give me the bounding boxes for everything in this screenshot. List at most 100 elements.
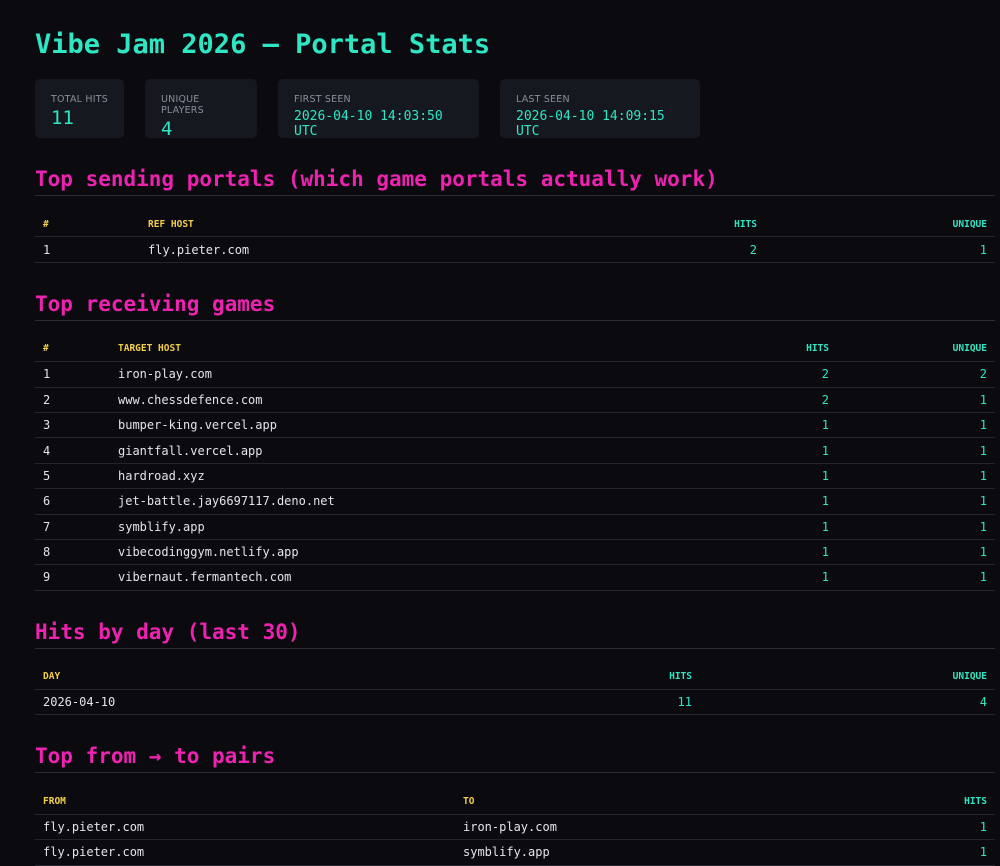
column-header: HITS [610,336,837,363]
table-row: 1 fly.pieter.com 2 1 [35,236,995,263]
table-cell: 2 [610,361,837,388]
table-cell: 1 [837,463,995,490]
column-header: FROM [35,789,455,815]
stat-value: 2026-04-10 14:03:50 UTC [294,109,443,139]
column-header: TARGET HOST [110,336,610,363]
table-cell: jet-battle.jay6697117.deno.net [110,488,610,515]
table-cell: 1 [837,539,995,566]
table-cell: symblify.app [455,839,855,866]
table-cell: bumper-king.vercel.app [110,412,610,439]
section: Top receiving games # TARGET HOST HITS UNIQU… [35,290,995,591]
column-header: REF HOST [140,212,540,238]
column-header: # [35,336,110,363]
column-header: DAY [35,664,435,691]
column-header: HITS [435,664,700,691]
table-cell: 5 [35,463,110,490]
table-row: 3 bumper-king.vercel.app 1 1 [35,412,995,439]
table-cell: 4 [35,437,110,464]
table-cell: fly.pieter.com [35,839,455,866]
table-cell: 9 [35,564,110,591]
section-heading: Hits by day (last 30) [35,618,995,649]
table-cell: 2 [540,236,765,263]
table-cell: 1 [610,463,837,490]
table-cell: 2 [610,387,837,413]
column-header: UNIQUE [837,336,995,363]
table-cell: iron-play.com [455,814,855,841]
data-table: FROM TO HITS fly.pieter.com iron-play.com 1 fl… [35,789,995,866]
table-cell: 6 [35,488,110,515]
section-heading: Top sending portals (which game portals … [35,165,995,196]
table-cell: 1 [837,437,995,464]
table-cell: 8 [35,539,110,566]
data-table: DAY HITS UNIQUE 2026-04-10 11 4 [35,664,995,716]
table-cell: 11 [435,689,700,716]
table-row: 8 vibecodinggym.netlify.app 1 1 [35,539,995,566]
table-cell: 1 [610,412,837,439]
header-row: # TARGET HOST HITS UNIQUE [35,336,995,363]
table-cell: 2026-04-10 [35,689,435,716]
column-header: UNIQUE [700,664,995,691]
table-row: 5 hardroad.xyz 1 1 [35,463,995,490]
table-cell: 1 [610,488,837,515]
table-cell: hardroad.xyz [110,463,610,490]
table-row: 9 vibernaut.fermantech.com 1 1 [35,564,995,591]
table-row: 1 iron-play.com 2 2 [35,361,995,388]
header-row: FROM TO HITS [35,789,995,815]
header-row: DAY HITS UNIQUE [35,664,995,691]
table-cell: 1 [35,361,110,388]
table-cell: vibernaut.fermantech.com [110,564,610,591]
section: Hits by day (last 30) DAY HITS UNIQUE 2026-0… [35,618,995,716]
stat-card: FIRST SEEN 2026-04-10 14:03:50 UTC [278,79,479,139]
table-row: 2 www.chessdefence.com 2 1 [35,387,995,413]
column-header: # [35,212,140,238]
table-cell: 3 [35,412,110,439]
sections: Top sending portals (which game portals … [35,165,995,866]
table-cell: 1 [837,412,995,439]
page-title: Vibe Jam 2026 — Portal Stats [35,29,491,60]
table-cell: 1 [610,437,837,464]
table-cell: 2 [837,361,995,388]
table-row: fly.pieter.com symblify.app 1 [35,839,995,866]
table-cell: 1 [837,564,995,591]
column-header: UNIQUE [765,212,995,238]
section-heading: Top receiving games [35,290,995,321]
table-cell: 4 [700,689,995,716]
table-cell: vibecodinggym.netlify.app [110,539,610,566]
header-row: # REF HOST HITS UNIQUE [35,212,995,238]
table-cell: 2 [35,387,110,413]
stat-value: 4 [161,118,173,140]
table-cell: iron-play.com [110,361,610,388]
table-cell: 1 [855,814,995,841]
column-header: HITS [540,212,765,238]
stat-card: LAST SEEN 2026-04-10 14:09:15 UTC [500,79,700,139]
column-header: TO [455,789,855,815]
stat-label: LAST SEEN [516,94,570,105]
table-cell: symblify.app [110,514,610,540]
table-row: 7 symblify.app 1 1 [35,514,995,540]
section: Top from → to pairs FROM TO HITS fly.pieter.… [35,742,995,866]
data-table: # REF HOST HITS UNIQUE 1 fly.pieter.com 2 1 [35,212,995,263]
stat-card: TOTAL HITS 11 [35,79,124,138]
stat-value: 2026-04-10 14:09:15 UTC [516,109,665,139]
column-header: HITS [855,789,995,815]
table-cell: 1 [610,514,837,540]
table-cell: 1 [855,839,995,866]
section: Top sending portals (which game portals … [35,165,995,263]
table-cell: www.chessdefence.com [110,387,610,413]
data-table: # TARGET HOST HITS UNIQUE 1 iron-play.com 2 2 2 w… [35,336,995,591]
table-cell: giantfall.vercel.app [110,437,610,464]
table-cell: fly.pieter.com [140,236,540,263]
table-cell: 1 [837,514,995,540]
table-row: 2026-04-10 11 4 [35,689,995,716]
section-heading: Top from → to pairs [35,742,995,774]
stat-cards: TOTAL HITS 11 UNIQUE PLAYERS 4 FIRST SEEN 202… [35,79,995,140]
table-row: 4 giantfall.vercel.app 1 1 [35,437,995,464]
stat-label: FIRST SEEN [294,94,351,105]
table-cell: 1 [837,387,995,413]
table-row: 6 jet-battle.jay6697117.deno.net 1 1 [35,488,995,515]
table-cell: 7 [35,514,110,540]
table-cell: 1 [765,236,995,263]
